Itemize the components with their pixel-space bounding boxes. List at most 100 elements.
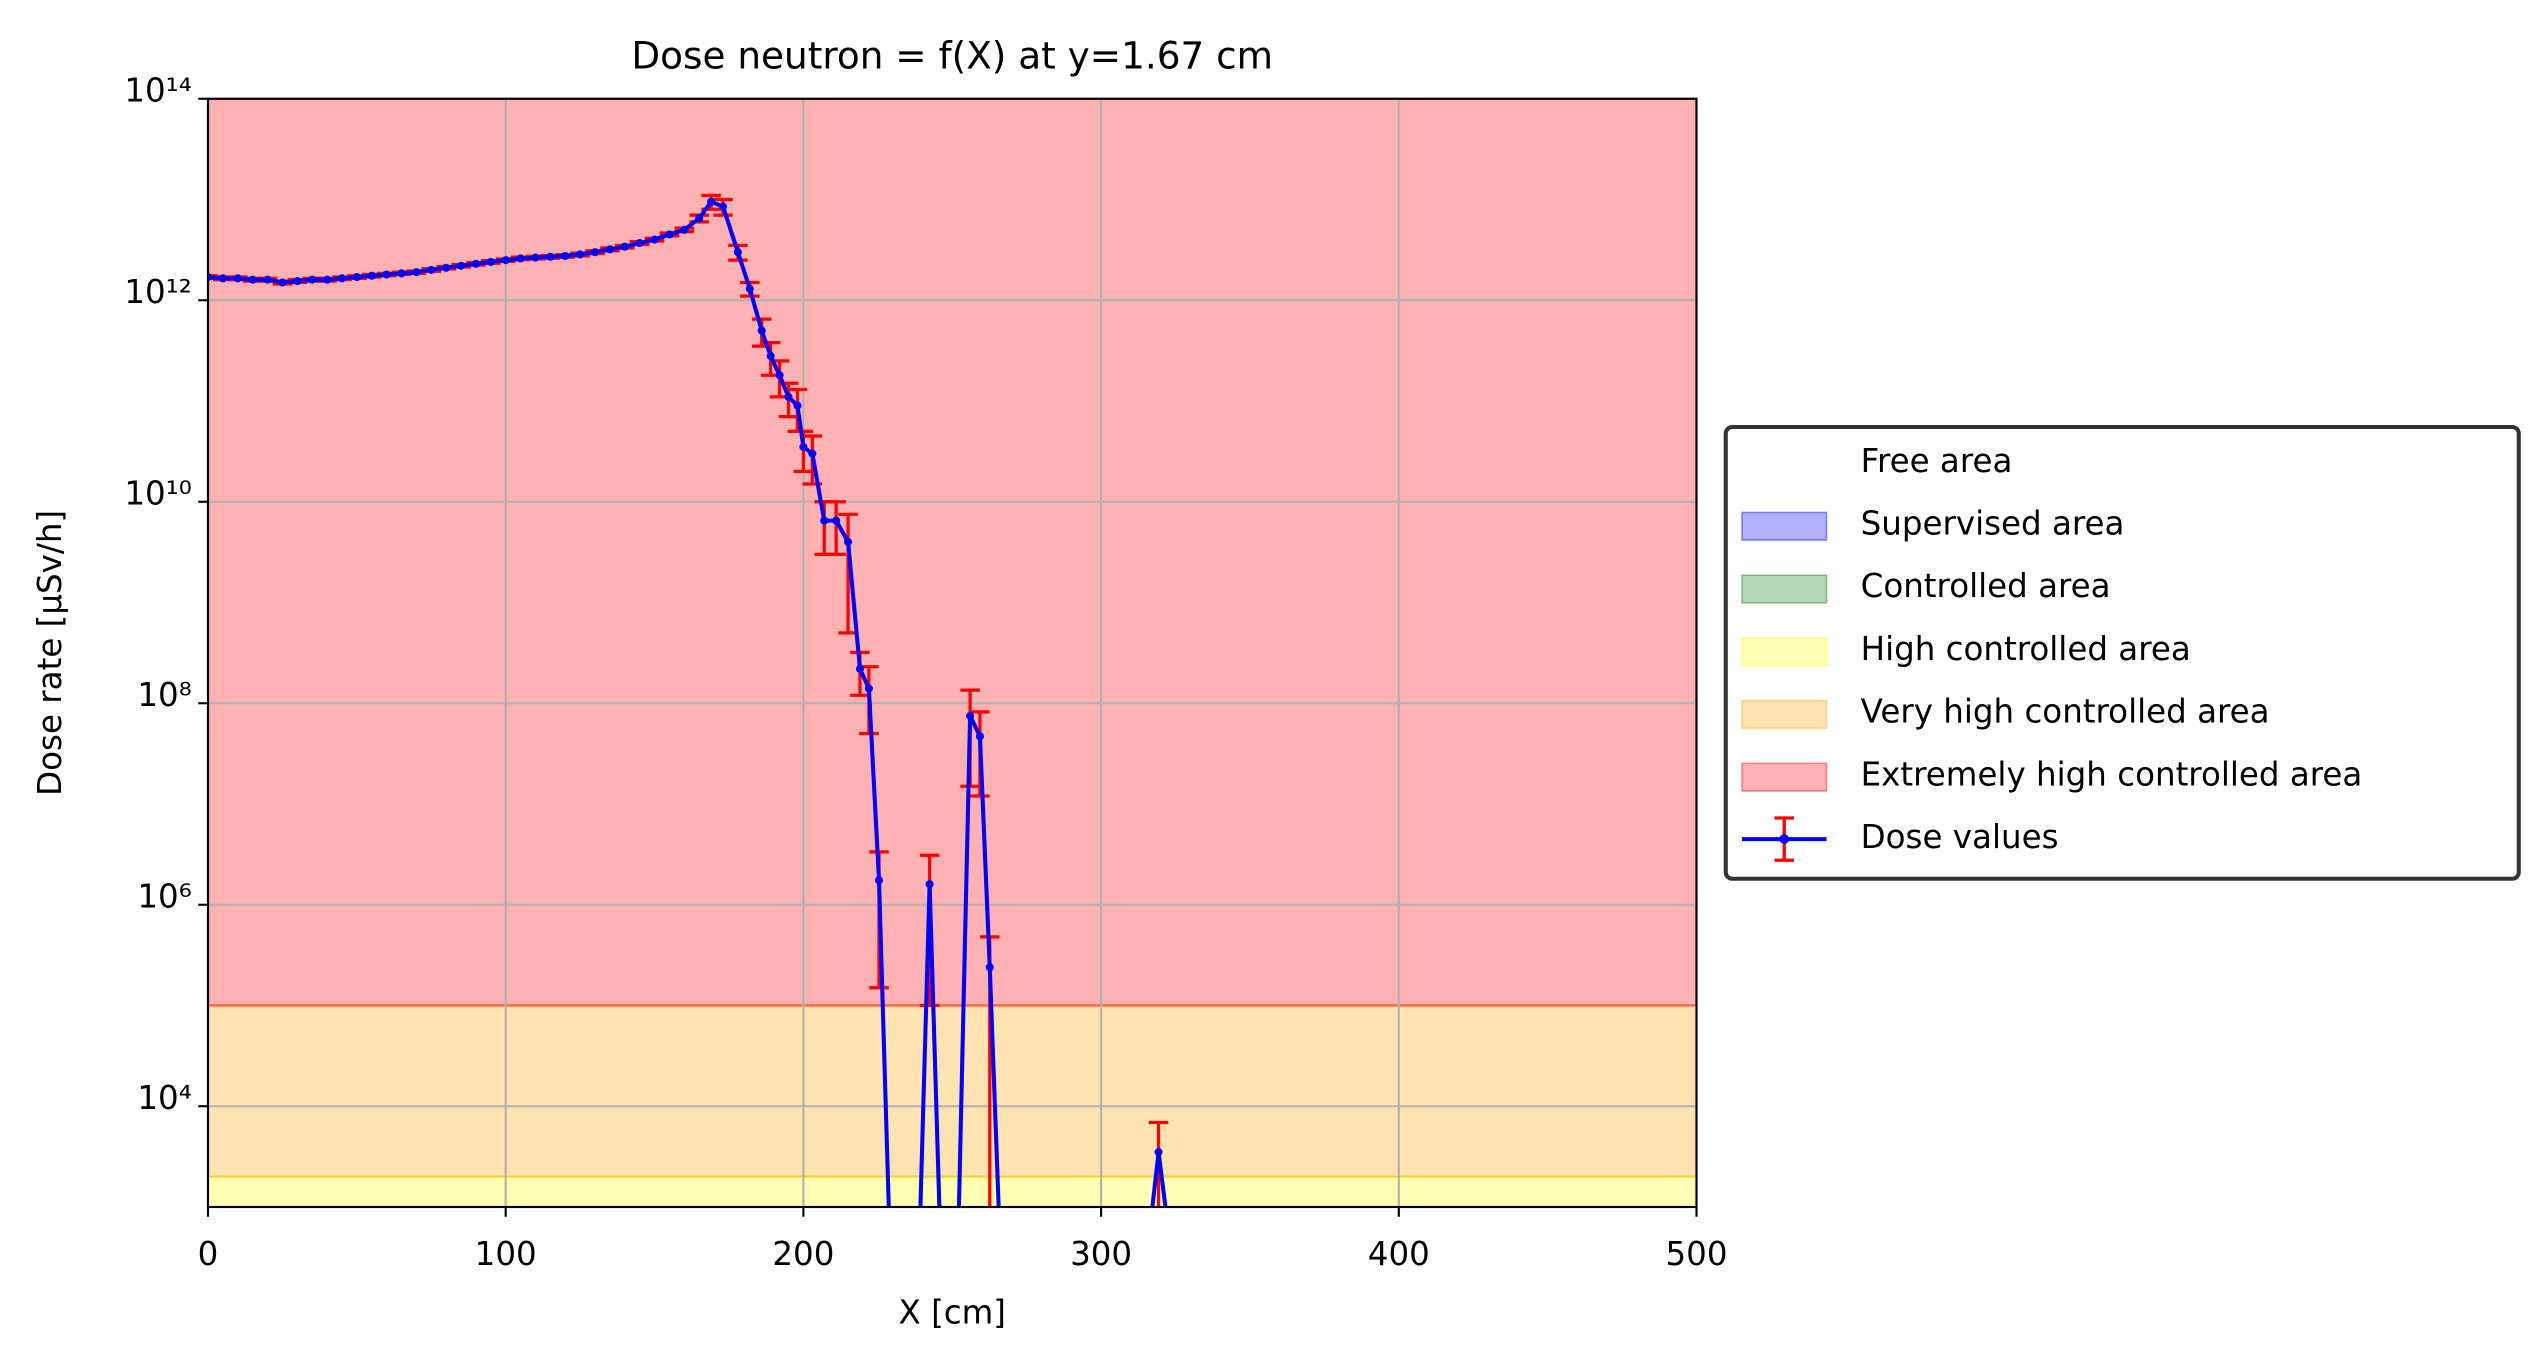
data-point <box>308 275 317 284</box>
legend-swatch <box>1741 511 1828 541</box>
y-axis-label: Dose rate [µSv/h] <box>31 510 69 796</box>
data-point <box>561 251 570 261</box>
zone-band <box>208 1004 1697 1178</box>
plot-frame <box>206 97 1698 1209</box>
y-tick-label: 10⁶ <box>137 877 191 915</box>
y-tick-label: 10⁴ <box>137 1079 191 1117</box>
x-tick-label: 400 <box>1368 1235 1430 1273</box>
data-point <box>793 401 802 410</box>
data-point <box>757 326 766 335</box>
x-tick-label: 300 <box>1070 1235 1132 1273</box>
data-point <box>620 242 629 251</box>
x-tick-label: 100 <box>475 1235 537 1273</box>
x-axis-label: X [cm] <box>899 1293 1006 1331</box>
zone-band <box>208 1175 1697 1207</box>
data-point <box>925 880 934 889</box>
data-point <box>278 278 287 287</box>
data-point <box>874 876 884 885</box>
data-point <box>886 1235 894 1243</box>
data-point <box>855 664 865 673</box>
y-tick-label: 10¹⁰ <box>124 474 191 512</box>
x-tick-label: 500 <box>1665 1235 1727 1273</box>
data-point <box>1145 1235 1153 1243</box>
data-point <box>367 271 376 280</box>
data-point <box>293 277 302 286</box>
data <box>208 193 1174 1243</box>
data-point <box>1166 1235 1174 1243</box>
data-point <box>516 254 525 263</box>
y-tick-label: 10⁸ <box>137 676 191 714</box>
data-point <box>397 269 406 278</box>
x-tick-label: 0 <box>198 1235 219 1273</box>
legend-swatch <box>1741 762 1828 792</box>
data-point <box>337 274 347 283</box>
data-point <box>695 214 704 223</box>
data-point <box>218 274 227 283</box>
data-point <box>576 250 585 259</box>
legend-label: Very high controlled area <box>1861 693 2270 731</box>
legend-label: Controlled area <box>1861 567 2111 605</box>
y-tick-label: 10¹² <box>124 273 191 311</box>
data-point <box>427 265 436 274</box>
data-point <box>843 537 853 546</box>
chart-title: Dose neutron = f(X) at y=1.67 cm <box>631 34 1273 78</box>
data-point <box>915 1235 923 1243</box>
data-point <box>650 235 659 244</box>
data-point <box>546 252 555 261</box>
legend-label: High controlled area <box>1861 630 2191 668</box>
legend-swatch <box>1741 574 1828 604</box>
data-point <box>442 263 451 272</box>
data-point <box>985 963 994 972</box>
data-point <box>1154 1148 1163 1157</box>
axes: 0 100 200 300 400 500 10⁴ 10⁶ 10⁸ 10¹⁰ 10¹² 10¹⁴ <box>124 71 1727 1273</box>
data-point <box>635 238 644 248</box>
data-point <box>486 257 495 267</box>
data-point <box>590 248 600 257</box>
data-point <box>718 202 728 211</box>
data-point <box>820 516 829 525</box>
data-point <box>501 256 510 265</box>
data-point <box>745 284 754 293</box>
data-point <box>605 245 614 254</box>
legend-swatch <box>1741 448 1828 479</box>
data-point <box>864 684 873 693</box>
data-point <box>808 449 817 458</box>
data-point <box>775 371 784 380</box>
zone-band <box>208 98 1697 1007</box>
data-point <box>412 268 421 277</box>
data-point <box>665 230 674 239</box>
data-point <box>263 275 272 284</box>
data-point <box>996 1235 1004 1243</box>
legend: Free area Supervised area Controlled area H… <box>1741 442 2363 862</box>
data-point <box>531 253 540 262</box>
legend-swatch <box>1741 699 1828 730</box>
data-point <box>323 275 332 284</box>
data-point <box>248 275 257 284</box>
data-point <box>832 516 841 525</box>
legend-marker <box>1779 834 1790 844</box>
data-point <box>233 274 242 283</box>
data-point <box>680 225 689 234</box>
data-point <box>799 442 808 451</box>
data-point <box>382 270 391 279</box>
legend-label: Free area <box>1861 442 2013 480</box>
data-point <box>954 1235 962 1243</box>
data-point <box>784 392 793 401</box>
data-point <box>456 261 466 270</box>
data-point <box>766 351 775 361</box>
data-point <box>471 259 480 268</box>
legend-label: Supervised area <box>1861 504 2125 542</box>
legend-label: Dose values <box>1861 818 2059 856</box>
y-tick-label: 10¹⁴ <box>124 71 191 109</box>
data-point <box>707 197 716 206</box>
data-point <box>733 248 742 257</box>
legend-label: Extremely high controlled area <box>1861 755 2363 793</box>
data-point <box>352 272 361 282</box>
x-tick-label: 200 <box>772 1235 834 1273</box>
data-point <box>975 732 984 741</box>
zones <box>208 98 1697 1207</box>
legend-box <box>1723 424 2521 881</box>
data-point <box>966 711 975 720</box>
